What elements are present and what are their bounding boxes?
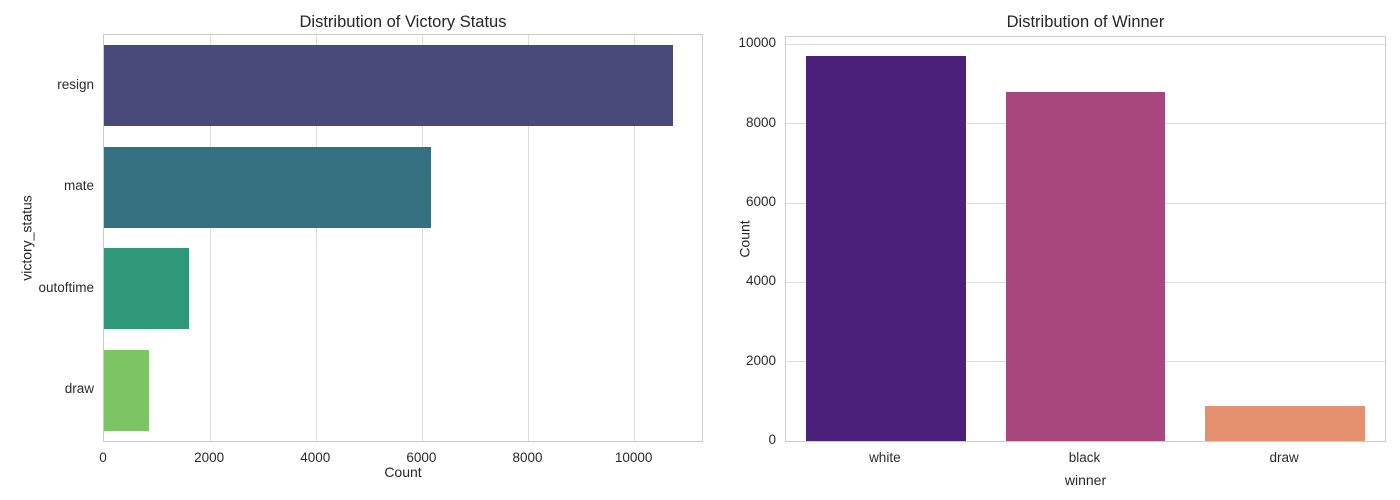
gridline (527, 35, 529, 441)
gridline (786, 43, 1385, 45)
category-label-draw: draw (1269, 450, 1299, 465)
axis-tick-label: 2000 (745, 352, 776, 368)
gridline (209, 35, 211, 441)
axis-tick-label: 4000 (300, 450, 331, 465)
axis-tick-label: 10000 (614, 450, 653, 465)
bar-white (805, 56, 966, 441)
chart-victory-status: Distribution of Victory Status victory_s… (18, 13, 703, 480)
chart-title: Distribution of Victory Status (299, 13, 507, 31)
plot-area (785, 36, 1386, 442)
bar-draw (1205, 405, 1366, 441)
chart-title: Distribution of Winner (1006, 13, 1165, 31)
bar-mate (104, 146, 431, 228)
axis-tick-label: 6000 (406, 450, 437, 465)
y-axis-label: victory_status (18, 195, 35, 281)
axis-tick-label: 10000 (738, 35, 776, 51)
chart-winner: Distribution of Winner Count winner 0 200… (715, 0, 1400, 500)
category-label-mate: mate (63, 178, 94, 194)
gridline (634, 35, 636, 441)
bar-black (1005, 91, 1166, 441)
y-axis-label: Count (736, 220, 753, 258)
axis-tick-label: 0 (768, 432, 776, 447)
axis-tick-label: 0 (99, 450, 107, 465)
bar-draw (104, 349, 150, 431)
x-axis-label: Count (384, 464, 422, 480)
axis-tick-label: 8000 (512, 450, 543, 465)
category-label-resign: resign (57, 76, 94, 92)
category-label-black: black (1068, 450, 1101, 465)
category-label-white: white (869, 450, 901, 465)
plot-area (103, 34, 703, 442)
axis-tick-label: 6000 (745, 194, 776, 209)
axis-tick-label: 4000 (745, 273, 776, 289)
gridline (421, 35, 423, 441)
bar-resign (104, 45, 674, 127)
category-label-draw: draw (64, 381, 94, 397)
gridline (315, 35, 317, 441)
axis-tick-label: 2000 (194, 450, 225, 465)
axis-tick-label: 8000 (745, 114, 776, 130)
x-axis-label: winner (1064, 472, 1107, 488)
category-label-outoftime: outoftime (38, 279, 94, 295)
bar-outoftime (104, 248, 189, 330)
